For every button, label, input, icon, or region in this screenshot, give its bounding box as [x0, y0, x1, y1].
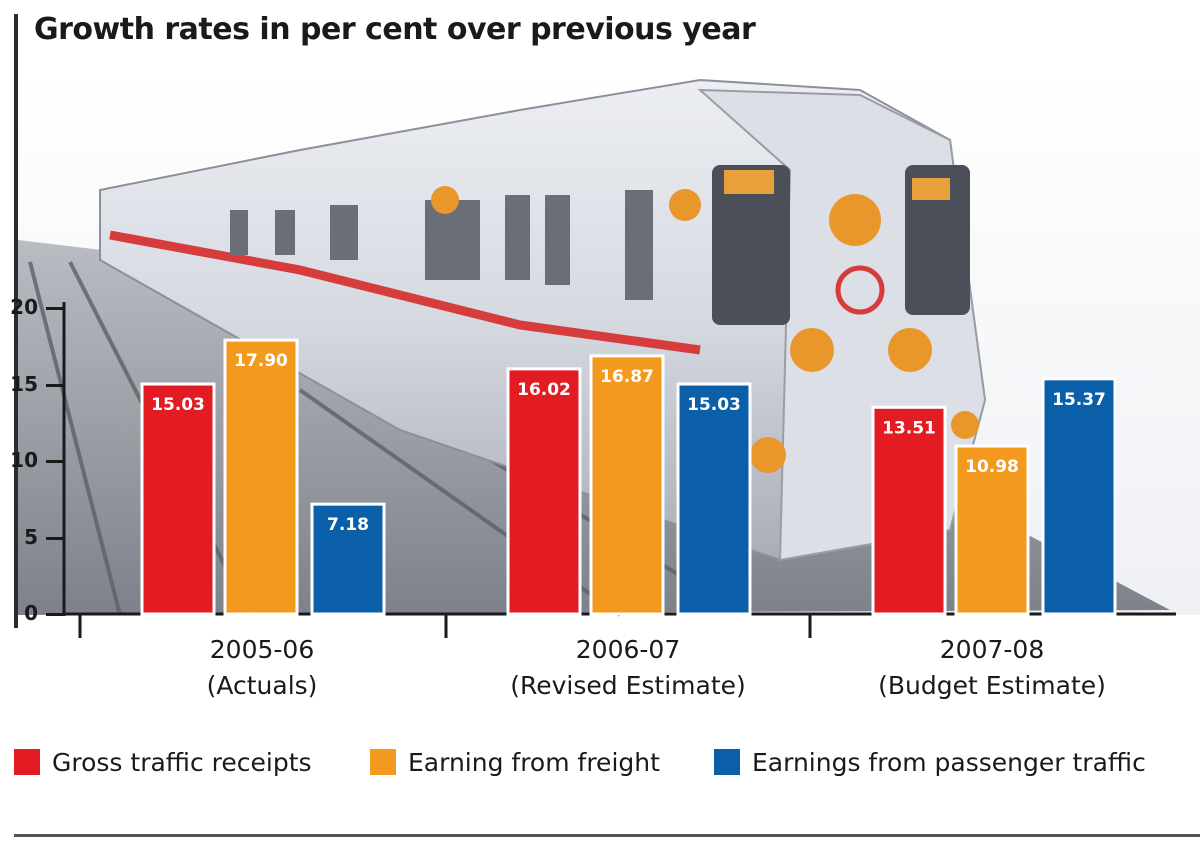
y-tick-mark — [46, 307, 64, 310]
left-border-rule — [14, 14, 18, 628]
bar-value-label: 15.03 — [687, 395, 741, 415]
y-tick-mark — [46, 460, 64, 463]
bar — [871, 405, 947, 616]
category-label-line: 2007-08 — [939, 635, 1045, 664]
bottom-divider-rule — [14, 834, 1200, 837]
category-label-line: (Actuals) — [206, 671, 318, 700]
legend-item-earnings-from-passenger-traffic: Earnings from passenger traffic — [714, 742, 1146, 782]
y-tick-label: 15 — [10, 371, 38, 396]
bar — [1041, 377, 1117, 616]
category-label-line: 2005-06 — [209, 635, 315, 664]
category-label: 2007-08 (Budget Estimate) — [827, 632, 1157, 704]
bar — [140, 382, 216, 616]
bar-value-label: 16.02 — [517, 380, 571, 400]
legend-label: Earnings from passenger traffic — [752, 747, 1146, 777]
y-tick-mark — [46, 536, 64, 540]
bars: 15.03 16.02 13.51 17.90 16.87 10.98 7.18 15.03 1… — [140, 338, 1117, 616]
bar-value-label: 16.87 — [600, 367, 654, 387]
bar-value-label: 7.18 — [327, 515, 369, 535]
bar-value-label: 17.90 — [234, 351, 288, 371]
y-tick-label: 20 — [10, 295, 38, 319]
bar — [223, 338, 299, 616]
category-label-line: 2006-07 — [575, 635, 681, 664]
bar-value-label: 15.03 — [151, 395, 205, 415]
bar-value-label: 13.51 — [882, 418, 936, 438]
legend-swatch-blue — [714, 749, 740, 775]
y-tick-mark — [46, 613, 64, 616]
y-tick-label: 10 — [10, 448, 38, 472]
category-label: 2005-06 (Actuals) — [97, 632, 427, 704]
bar — [310, 502, 386, 616]
bar — [589, 354, 665, 616]
legend-label: Gross traffic receipts — [52, 747, 312, 777]
legend-label: Earning from freight — [408, 747, 660, 777]
y-tick-label: 0 — [24, 601, 38, 625]
bar — [506, 367, 582, 616]
legend-swatch-orange — [370, 749, 396, 775]
legend-item-earning-from-freight: Earning from freight — [370, 742, 660, 782]
legend-item-gross-traffic-receipts: Gross traffic receipts — [14, 742, 312, 782]
bar-value-label: 15.37 — [1052, 390, 1106, 410]
chart-title: Growth rates in per cent over previous y… — [34, 12, 756, 47]
bar — [954, 444, 1030, 616]
bar — [676, 382, 752, 616]
legend: Gross traffic receipts Earning from frei… — [14, 742, 1200, 782]
category-label: 2006-07 (Revised Estimate) — [463, 632, 793, 704]
y-tick-label: 5 — [24, 524, 38, 549]
bar-value-label: 10.98 — [965, 457, 1019, 477]
category-label-line: (Revised Estimate) — [510, 671, 746, 700]
category-label-line: (Budget Estimate) — [878, 671, 1106, 700]
legend-swatch-red — [14, 749, 40, 775]
y-tick-mark — [46, 383, 64, 387]
